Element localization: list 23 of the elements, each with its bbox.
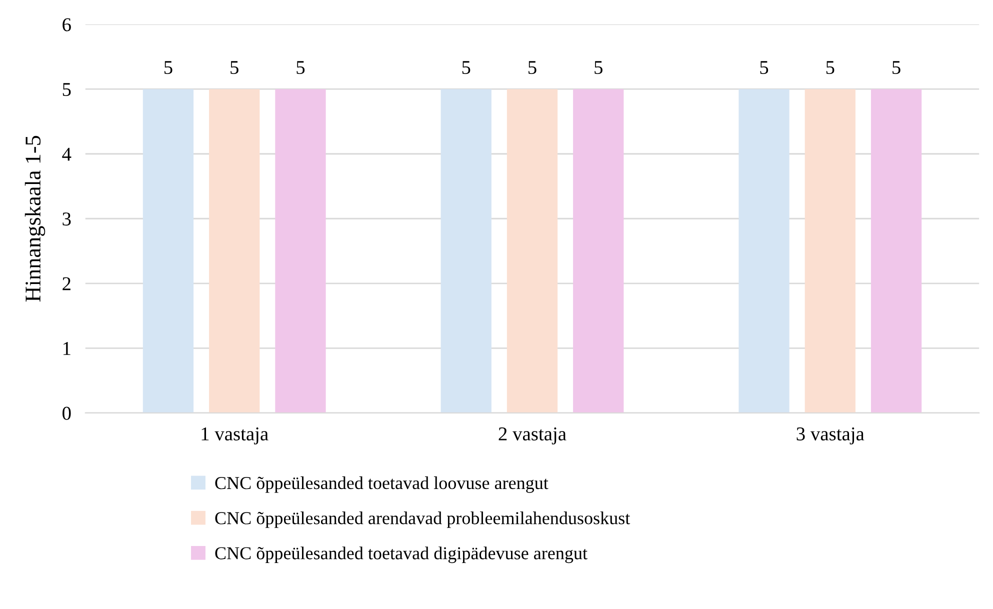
data-label: 5	[528, 61, 536, 74]
data-label: 5	[594, 61, 602, 74]
x-tick-label: 1 vastaja	[202, 427, 268, 444]
y-tick-label: 3	[62, 212, 71, 226]
x-tick-label: 3 vastaja	[796, 427, 864, 444]
x-tick-label: 2 vastaja	[498, 427, 566, 444]
data-label: 5	[462, 61, 470, 74]
y-tick-label: 0	[62, 406, 71, 420]
y-tick-label: 4	[62, 148, 72, 161]
legend-label: CNC õppeülesanded toetavad loovuse arengut	[215, 476, 548, 493]
legend-label: CNC õppeülesanded toetavad digipädevuse arengut	[215, 546, 588, 564]
data-label: 5	[164, 61, 172, 74]
data-label: 5	[230, 61, 238, 74]
y-tick-label: 6	[62, 18, 71, 32]
data-label: 5	[760, 61, 768, 74]
legend-label: CNC õppeülesanded arendavad probleemilahendusoskust	[215, 512, 630, 528]
y-axis-title: Hinnangskaala 1-5	[24, 136, 46, 302]
data-label: 5	[296, 61, 305, 74]
y-tick-label: 1	[63, 342, 70, 355]
data-label: 5	[892, 61, 900, 74]
y-tick-label: 2	[62, 277, 70, 290]
data-label: 5	[826, 61, 834, 74]
y-tick-label: 5	[62, 83, 71, 96]
